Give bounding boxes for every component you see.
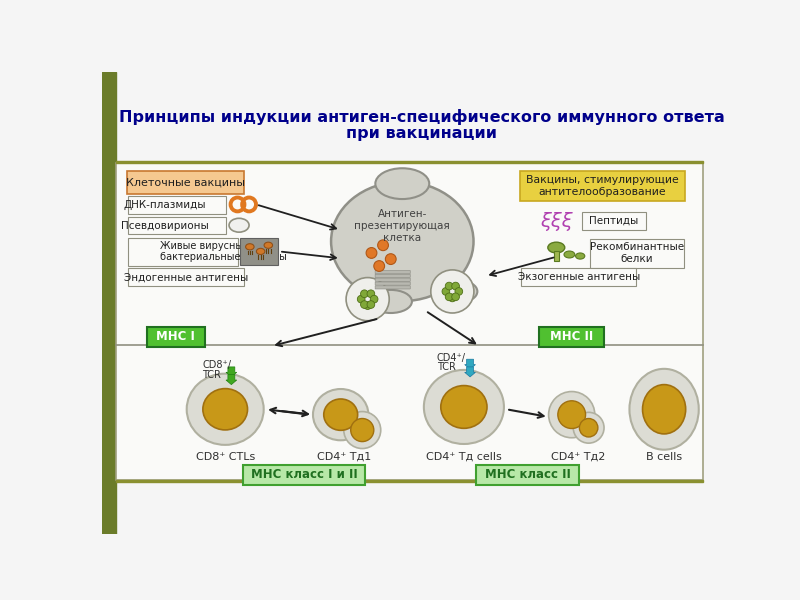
Ellipse shape <box>564 251 574 258</box>
Bar <box>102 72 116 534</box>
FancyBboxPatch shape <box>539 327 604 347</box>
Ellipse shape <box>186 374 264 445</box>
FancyBboxPatch shape <box>128 238 238 266</box>
Ellipse shape <box>642 385 686 434</box>
Circle shape <box>574 412 604 443</box>
Ellipse shape <box>575 253 585 259</box>
Ellipse shape <box>313 389 369 440</box>
Ellipse shape <box>424 370 504 444</box>
FancyBboxPatch shape <box>554 251 558 260</box>
FancyBboxPatch shape <box>243 464 366 485</box>
Ellipse shape <box>229 218 249 232</box>
Circle shape <box>378 240 389 251</box>
Circle shape <box>367 290 374 298</box>
Circle shape <box>370 295 378 303</box>
Circle shape <box>344 412 381 449</box>
FancyBboxPatch shape <box>146 327 205 347</box>
Text: Псевдовирионы: Псевдовирионы <box>122 221 209 230</box>
Circle shape <box>452 293 459 301</box>
Text: Антиген-
презентирующая
клетка: Антиген- презентирующая клетка <box>354 209 450 242</box>
Circle shape <box>455 287 462 295</box>
Ellipse shape <box>441 386 487 428</box>
Circle shape <box>361 290 368 298</box>
Ellipse shape <box>324 399 358 430</box>
Circle shape <box>442 287 450 295</box>
Ellipse shape <box>246 244 254 250</box>
FancyBboxPatch shape <box>520 170 685 202</box>
FancyBboxPatch shape <box>127 170 245 194</box>
Text: ДНК-плазмиды: ДНК-плазмиды <box>124 200 206 210</box>
FancyBboxPatch shape <box>521 268 636 286</box>
Text: ξξξ: ξξξ <box>540 212 573 231</box>
FancyBboxPatch shape <box>590 239 684 268</box>
Text: CD4⁺ Tд cells: CD4⁺ Tд cells <box>426 452 502 462</box>
Circle shape <box>446 293 453 301</box>
FancyArrow shape <box>226 367 237 377</box>
FancyBboxPatch shape <box>128 268 244 286</box>
Ellipse shape <box>370 290 412 313</box>
Ellipse shape <box>331 182 474 301</box>
Circle shape <box>350 419 374 442</box>
Text: Клеточные вакцины: Клеточные вакцины <box>126 177 246 187</box>
Text: Принципы индукции антиген-специфического иммунного ответа: Принципы индукции антиген-специфического… <box>118 109 725 125</box>
Bar <box>116 480 702 482</box>
FancyBboxPatch shape <box>476 464 579 485</box>
Text: Пептиды: Пептиды <box>590 216 638 226</box>
Circle shape <box>558 401 586 428</box>
Circle shape <box>346 278 390 321</box>
Text: TCR: TCR <box>202 370 221 380</box>
Text: Экзогенные антигены: Экзогенные антигены <box>518 272 640 282</box>
Circle shape <box>386 254 396 265</box>
Text: Рекомбинантные
белки: Рекомбинантные белки <box>590 242 684 264</box>
Circle shape <box>367 301 374 308</box>
Text: МНС I: МНС I <box>157 331 195 343</box>
Text: Эндогенные антигены: Эндогенные антигены <box>124 272 248 282</box>
Circle shape <box>446 282 453 290</box>
Ellipse shape <box>548 242 565 253</box>
Text: CD8⁺ CTLs: CD8⁺ CTLs <box>195 452 255 462</box>
Circle shape <box>549 392 595 438</box>
Text: МНС II: МНС II <box>550 331 594 343</box>
FancyBboxPatch shape <box>375 278 410 281</box>
FancyBboxPatch shape <box>128 217 226 235</box>
Ellipse shape <box>256 248 265 254</box>
FancyBboxPatch shape <box>375 271 410 274</box>
Text: CD8⁺/: CD8⁺/ <box>202 361 231 370</box>
Ellipse shape <box>375 168 430 199</box>
FancyBboxPatch shape <box>116 163 702 480</box>
Circle shape <box>374 260 385 271</box>
FancyBboxPatch shape <box>240 238 278 265</box>
Circle shape <box>430 270 474 313</box>
Circle shape <box>449 294 456 302</box>
FancyBboxPatch shape <box>375 282 410 285</box>
Ellipse shape <box>442 281 478 302</box>
Text: МНС класс I и II: МНС класс I и II <box>251 468 358 481</box>
FancyBboxPatch shape <box>375 274 410 277</box>
FancyArrow shape <box>465 359 475 369</box>
Circle shape <box>361 301 368 308</box>
Text: CD4⁺/: CD4⁺/ <box>437 353 466 362</box>
Text: Вакцины, стимулирующие
антителообразование: Вакцины, стимулирующие антителообразован… <box>526 175 679 197</box>
Text: при вакцинации: при вакцинации <box>346 126 497 141</box>
Text: CD4⁺ Tд1: CD4⁺ Tд1 <box>318 452 372 462</box>
Circle shape <box>579 419 598 437</box>
Text: Живые вирусные
бактериальные векторы: Живые вирусные бактериальные векторы <box>160 241 286 262</box>
Ellipse shape <box>203 389 247 430</box>
Text: МНС класс II: МНС класс II <box>485 468 570 481</box>
FancyBboxPatch shape <box>128 196 226 214</box>
FancyArrow shape <box>226 374 237 385</box>
Text: TCR: TCR <box>437 362 456 372</box>
Circle shape <box>358 295 365 303</box>
FancyBboxPatch shape <box>582 212 646 230</box>
Circle shape <box>452 282 459 290</box>
Circle shape <box>366 248 377 259</box>
Text: CD4⁺ Tд2: CD4⁺ Tд2 <box>550 452 605 462</box>
Ellipse shape <box>630 369 698 449</box>
FancyArrow shape <box>465 367 475 377</box>
Ellipse shape <box>264 242 273 248</box>
Circle shape <box>364 302 371 310</box>
Bar <box>116 161 702 163</box>
Text: B cells: B cells <box>646 452 682 462</box>
FancyBboxPatch shape <box>375 286 410 289</box>
